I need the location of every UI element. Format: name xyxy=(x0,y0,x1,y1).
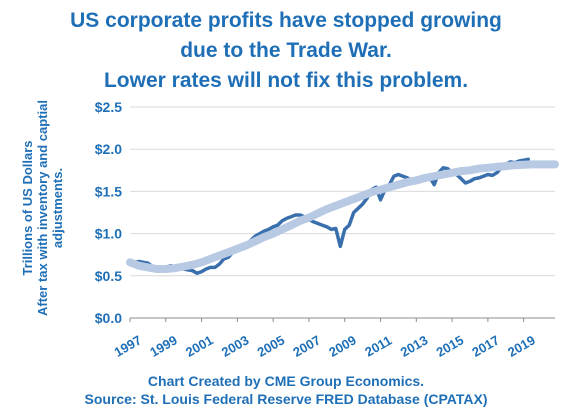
y-tick-label: $0.5 xyxy=(95,268,122,284)
y-tick-label: $0.0 xyxy=(95,310,122,326)
x-tick-label: 2019 xyxy=(505,332,538,359)
x-tick-label: 2015 xyxy=(434,332,467,359)
title-line-1: US corporate profits have stopped growin… xyxy=(70,9,502,32)
credit-text: Chart Created by CME Group Economics. xyxy=(147,373,425,389)
x-tick-label: 2013 xyxy=(398,332,431,359)
x-tick-label: 2001 xyxy=(183,332,216,359)
x-tick-label: 2017 xyxy=(469,332,502,359)
x-tick-label: 2003 xyxy=(219,332,252,359)
title-line-2: due to the Trade War. xyxy=(180,39,392,62)
x-tick-label: 2007 xyxy=(290,332,323,359)
y-tick-label: $1.0 xyxy=(95,226,122,242)
chart-title: US corporate profits have stopped growin… xyxy=(0,6,572,96)
x-tick-label: 1997 xyxy=(111,332,144,359)
x-tick-label: 1999 xyxy=(147,332,180,359)
title-line-3: Lower rates will not fix this problem. xyxy=(103,69,469,92)
x-tick-label: 2005 xyxy=(255,332,288,359)
trend-line xyxy=(126,160,559,273)
chart-footer: Chart Created by CME Group Economics. So… xyxy=(0,372,572,408)
source-text: Source: St. Louis Federal Reserve FRED D… xyxy=(84,391,488,407)
y-tick-label: $1.5 xyxy=(95,183,122,199)
x-tick-label: 2009 xyxy=(326,332,359,359)
y-tick-label: $2.5 xyxy=(95,99,122,115)
x-tick-label: 2011 xyxy=(362,333,394,360)
y-tick-label: $2.0 xyxy=(95,141,122,157)
profits-series-line xyxy=(128,157,530,276)
